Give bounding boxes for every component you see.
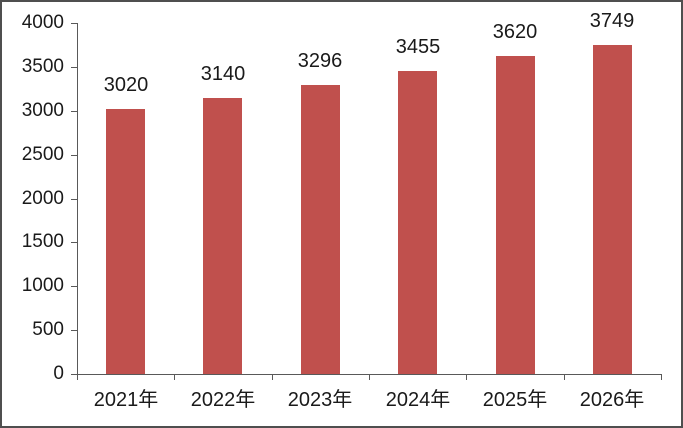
- x-axis-tick-label: 2025年: [482, 389, 548, 411]
- x-axis-tick-label: 2026年: [579, 389, 645, 411]
- y-axis-tick: [71, 286, 77, 287]
- bar: [593, 45, 632, 374]
- x-axis-tick-label: 2022年: [190, 389, 256, 411]
- bar-value-label: 3296: [297, 50, 343, 72]
- bar-value-label: 3140: [200, 63, 246, 85]
- y-axis-tick-label: 500: [32, 319, 64, 340]
- y-axis-tick-label: 2500: [21, 144, 64, 165]
- y-axis-tick-label: 2000: [21, 188, 64, 209]
- y-axis-tick-label: 3500: [21, 56, 64, 77]
- x-axis-tick: [174, 374, 175, 380]
- x-axis-tick: [661, 374, 662, 380]
- y-axis-tick: [71, 155, 77, 156]
- y-axis-tick: [71, 330, 77, 331]
- y-axis-tick-label: 1000: [21, 275, 64, 296]
- y-axis-tick-label: 1500: [21, 231, 64, 252]
- bar: [301, 85, 340, 374]
- bar-value-label: 3455: [395, 36, 441, 58]
- bar-value-label: 3620: [492, 21, 538, 43]
- x-axis-tick: [272, 374, 273, 380]
- bar: [106, 109, 145, 374]
- y-axis-tick-label: 0: [53, 363, 64, 384]
- x-axis-tick: [77, 374, 78, 380]
- bar-value-label: 3749: [589, 10, 635, 32]
- y-axis-tick-label: 3000: [21, 100, 64, 121]
- x-axis-tick-label: 2023年: [287, 389, 353, 411]
- y-axis-tick: [71, 67, 77, 68]
- y-axis-tick-label: 4000: [21, 12, 64, 33]
- x-axis-tick-label: 2021年: [93, 389, 159, 411]
- y-axis-tick: [71, 374, 77, 375]
- y-axis-tick: [71, 242, 77, 243]
- bar: [203, 98, 242, 374]
- x-axis-tick: [466, 374, 467, 380]
- y-axis-line: [77, 23, 78, 374]
- x-axis-tick: [369, 374, 370, 380]
- x-axis-tick: [564, 374, 565, 380]
- y-axis-tick: [71, 199, 77, 200]
- x-axis-tick-label: 2024年: [385, 389, 451, 411]
- bar-value-label: 3020: [103, 74, 149, 96]
- bar: [398, 71, 437, 374]
- y-axis-tick: [71, 111, 77, 112]
- y-axis-tick: [71, 23, 77, 24]
- bar: [496, 56, 535, 374]
